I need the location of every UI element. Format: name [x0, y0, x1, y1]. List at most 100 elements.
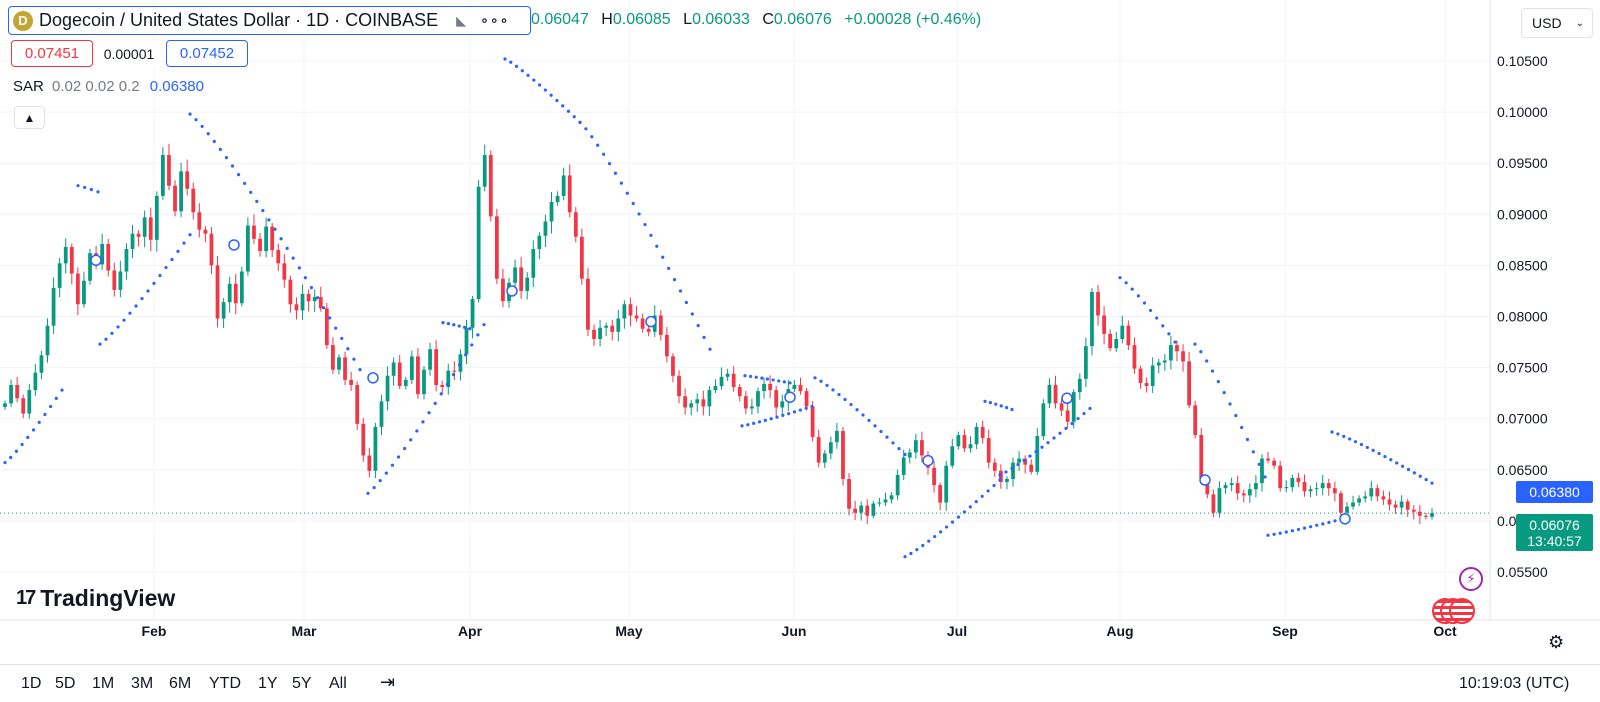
range-ytd-button[interactable]: YTD [209, 675, 241, 692]
sar-dot [1266, 533, 1270, 537]
candle-body [9, 384, 13, 404]
sar-dot [1342, 434, 1346, 438]
sell-button[interactable]: 0.07451 [11, 40, 93, 67]
candle-body [1272, 460, 1277, 466]
candle-body [768, 383, 772, 391]
candle-body [956, 435, 961, 447]
gear-icon[interactable]: ⚙ [1548, 632, 1565, 652]
range-5y-button[interactable]: 5Y [292, 675, 312, 692]
candle-body [501, 278, 505, 302]
sar-dot [765, 377, 770, 381]
candle-body [106, 243, 111, 271]
sar-dot [1130, 287, 1134, 291]
range-1m-button[interactable]: 1M [92, 675, 115, 692]
sar-dot [1016, 462, 1020, 467]
sar-dot [358, 368, 362, 372]
sar-dot [602, 152, 606, 156]
sar-dot [1430, 481, 1434, 485]
more-icon[interactable]: ∘∘∘ [480, 12, 510, 28]
sar-dot [421, 420, 425, 424]
sar-dot [1321, 522, 1325, 526]
sar-dot [1290, 529, 1294, 533]
candle-body [1205, 477, 1210, 495]
candle-body [270, 226, 275, 251]
range-1d-button[interactable]: 1D [21, 675, 42, 692]
candle-body [822, 453, 827, 463]
candle-body [1430, 513, 1434, 517]
candle-body [816, 437, 821, 463]
sar-dot [255, 199, 259, 203]
candle-body [63, 247, 68, 264]
sar-dot [1167, 332, 1171, 336]
sar-dot [1395, 461, 1399, 465]
sar-dot [962, 510, 966, 514]
sar-dot [831, 388, 835, 392]
candle-body [148, 217, 153, 240]
candle-body [707, 390, 712, 407]
candle-body [88, 253, 92, 281]
candle-body [1363, 496, 1368, 499]
sar-dot [1234, 413, 1238, 418]
sar-dot [903, 555, 907, 559]
sar-dot [128, 311, 132, 315]
candle-body [719, 376, 724, 386]
candle-body [828, 442, 833, 454]
sar-dot [999, 404, 1003, 408]
x-tick-label: May [615, 623, 642, 639]
currency-selector[interactable]: USD ⌄ [1521, 8, 1593, 38]
sar-dot [224, 155, 229, 160]
sar-dot [468, 327, 472, 331]
range-3m-button[interactable]: 3M [131, 675, 154, 692]
range-5d-button[interactable]: 5D [55, 675, 76, 692]
candle-body [513, 267, 517, 283]
buy-button[interactable]: 0.07452 [166, 40, 248, 67]
sar-dot [279, 237, 283, 241]
change-value: +0.00028 (+0.46%) [844, 11, 982, 28]
collapse-legend-button[interactable]: ▲ [14, 106, 45, 129]
candle-body [221, 302, 226, 319]
sar-dot [433, 401, 437, 405]
indicator-legend[interactable]: SAR 0.02 0.02 0.2 0.06380 [13, 78, 204, 95]
sar-dot [992, 483, 996, 488]
candle-body [1217, 488, 1222, 513]
sar-dot [1228, 402, 1232, 406]
y-tick-label: 0.06500 [1497, 462, 1548, 478]
candle-body [446, 370, 451, 388]
candle-body [1120, 325, 1125, 339]
sar-dot [950, 520, 955, 524]
candle-body [1229, 483, 1234, 486]
candle-body [124, 249, 129, 272]
sar-dot [538, 83, 542, 87]
candle-body [1260, 458, 1264, 484]
candle-body [549, 202, 554, 222]
range-6m-button[interactable]: 6M [169, 675, 192, 692]
sar-dot [968, 505, 972, 509]
range-all-button[interactable]: All [329, 675, 347, 692]
tradingview-logo[interactable]: 17 TradingView [16, 585, 175, 612]
candle-body [476, 186, 481, 300]
lightning-event-icon[interactable]: ⚡ [1459, 567, 1483, 591]
sar-dot [1406, 467, 1411, 472]
go-to-date-icon[interactable]: ⇥ [380, 672, 396, 692]
sar-dot [944, 525, 949, 529]
sar-dot [1064, 426, 1068, 431]
sar-dot [1348, 437, 1352, 441]
x-tick-label: Apr [458, 623, 483, 639]
sar-dot [749, 374, 753, 379]
us-flag-event-icon[interactable] [1449, 598, 1475, 624]
candle-body [1211, 494, 1216, 513]
candle-body [743, 396, 748, 409]
flag-icon[interactable]: ◣ [456, 12, 467, 28]
candle-body [756, 391, 760, 407]
symbol-search[interactable]: D Dogecoin / United States Dollar · 1D ·… [8, 6, 531, 35]
sar-dot [396, 455, 401, 459]
sar-dot [885, 435, 889, 439]
candle-body [367, 455, 372, 471]
candle-body [1162, 360, 1167, 363]
sar-dot [261, 208, 265, 213]
utc-clock[interactable]: 10:19:03 (UTC) [1459, 675, 1570, 692]
sar-dot [526, 73, 530, 77]
candle-body [488, 155, 493, 217]
range-1y-button[interactable]: 1Y [258, 675, 278, 692]
